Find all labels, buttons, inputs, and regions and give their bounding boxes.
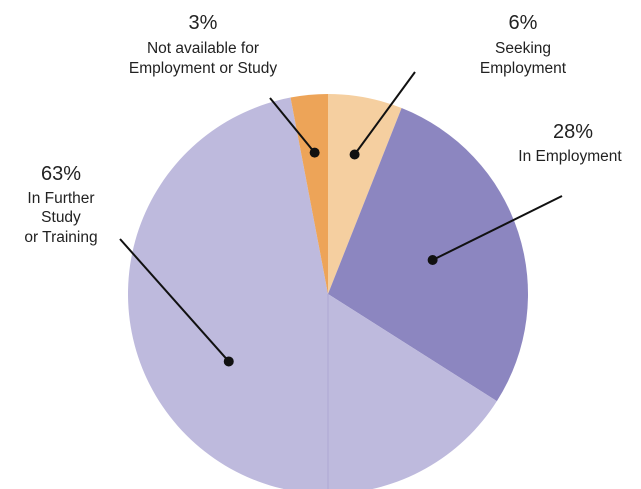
- leader-dot-further-study: [224, 356, 234, 366]
- leader-dot-in-employment: [428, 255, 438, 265]
- slice-label-further-study-line3: or Training: [24, 229, 97, 246]
- slice-percent-not-available: 3%: [189, 12, 218, 34]
- slice-label-further-study-line2: Study: [41, 209, 81, 226]
- slice-label-not-available-line2: Employment or Study: [129, 60, 277, 77]
- slice-percent-in-employment: 28%: [553, 121, 593, 143]
- leader-dot-not-available: [310, 148, 320, 158]
- slice-label-in-employment-line1: In Employment: [518, 148, 622, 165]
- leader-dot-seeking-employment: [350, 150, 360, 160]
- slice-label-seeking-employment-line2: Employment: [480, 60, 567, 77]
- slice-label-further-study-line1: In Further: [27, 190, 94, 207]
- slice-percent-seeking-employment: 6%: [509, 12, 538, 34]
- slice-label-seeking-employment-line1: Seeking: [495, 40, 551, 57]
- slice-label-not-available-line1: Not available for: [147, 40, 259, 57]
- slice-percent-further-study: 63%: [41, 163, 81, 185]
